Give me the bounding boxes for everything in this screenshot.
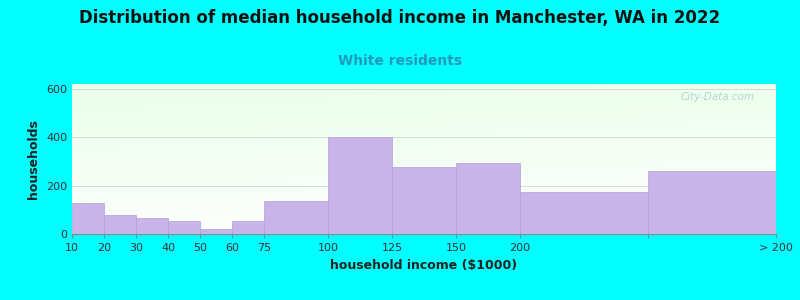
Bar [648,171,776,234]
Bar [104,214,136,234]
Bar [520,192,648,234]
Text: Distribution of median household income in Manchester, WA in 2022: Distribution of median household income … [79,9,721,27]
Bar [168,221,200,234]
Text: City-Data.com: City-Data.com [681,92,755,101]
Bar [392,167,456,234]
Bar [328,137,392,234]
Bar [232,221,264,234]
Bar [456,163,520,234]
X-axis label: household income ($1000): household income ($1000) [330,259,518,272]
Text: White residents: White residents [338,54,462,68]
Bar [136,218,168,234]
Bar [200,229,232,234]
Bar [264,201,328,234]
Y-axis label: households: households [27,119,41,199]
Bar [72,202,104,234]
